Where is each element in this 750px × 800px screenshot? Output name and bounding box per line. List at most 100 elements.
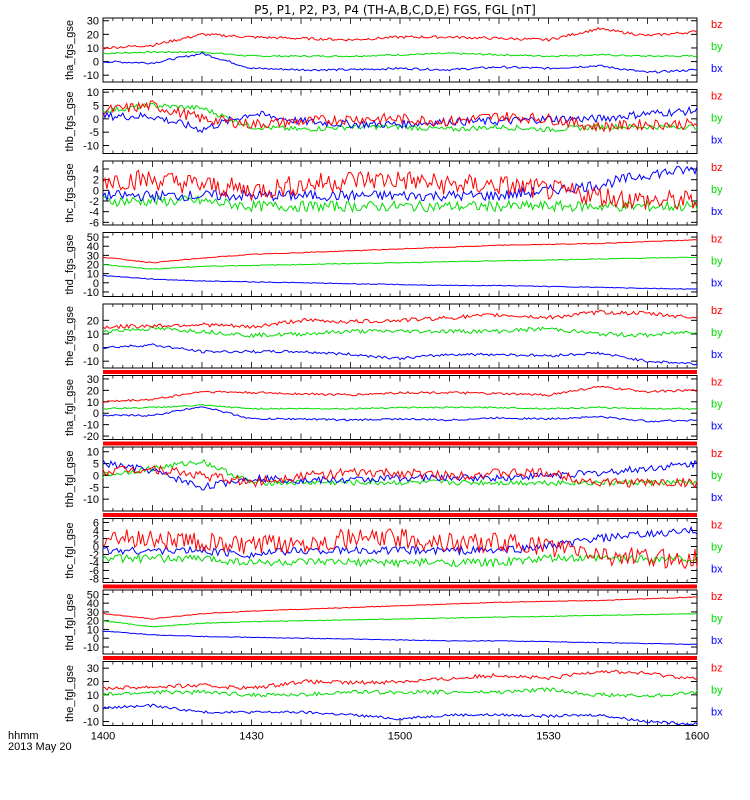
- legend-by: by: [711, 327, 723, 339]
- y-tick-label: 0: [93, 542, 99, 554]
- y-tick-label: 30: [87, 374, 99, 386]
- y-axis-label: tha_fgl_gse: [64, 379, 76, 436]
- legend-bx: bx: [711, 707, 723, 719]
- series-bx-line: [102, 525, 698, 559]
- legend-bx: bx: [711, 635, 723, 647]
- y-tick-label: -20: [83, 431, 99, 443]
- y-tick-label: 10: [87, 269, 99, 281]
- x-tick-label: 1430: [239, 731, 263, 743]
- legend-bz: bz: [711, 91, 723, 103]
- legend-bz: bz: [711, 162, 723, 174]
- y-tick-label: 5: [93, 459, 99, 471]
- flag-bar: [103, 584, 697, 589]
- legend-bz: bz: [711, 663, 723, 675]
- y-tick-label: -10: [83, 494, 99, 506]
- y-tick-label: -5: [89, 127, 99, 139]
- y-tick-label: -10: [83, 287, 99, 299]
- y-tick-label: 10: [87, 87, 99, 99]
- legend-by: by: [711, 613, 723, 625]
- x-tick-label: 1530: [536, 731, 560, 743]
- y-tick-label: 0: [93, 185, 99, 197]
- y-tick-label: -4: [89, 207, 99, 219]
- y-tick-label: 50: [87, 589, 99, 601]
- panel-thc_fgs_gse: 420-2-4-6 thc_fgs_gse bz by bx: [64, 160, 723, 229]
- series-bz-line: [102, 309, 698, 330]
- y-tick-label: 20: [87, 29, 99, 41]
- y-tick-label: 0: [93, 633, 99, 645]
- y-axis-label: thd_fgs_gse: [64, 235, 76, 295]
- y-tick-label: 10: [87, 624, 99, 636]
- legend-bx: bx: [711, 135, 723, 147]
- y-axis-label: tha_fgs_gse: [64, 20, 76, 80]
- plot-title: P5, P1, P2, P3, P4 (TH-A,B,C,D,E) FGS, F…: [254, 3, 536, 17]
- panel-the_fgs_gse: 20 10 0-10 the_fgs_gse bz by bx: [64, 303, 723, 374]
- y-axis-label: thc_fgs_gse: [64, 163, 76, 222]
- y-tick-label: 10: [87, 447, 99, 459]
- series-by-line: [102, 256, 698, 270]
- y-tick-label: 4: [93, 526, 99, 538]
- x-tick-label: 1600: [685, 731, 709, 743]
- y-tick-label: 0: [93, 57, 99, 69]
- legend-by: by: [711, 399, 723, 411]
- legend-by: by: [711, 685, 723, 697]
- y-tick-label: 10: [87, 329, 99, 341]
- y-axis-label: thc_fgl_gse: [64, 522, 76, 578]
- flag-bar: [103, 513, 697, 517]
- y-tick-label: 2: [93, 534, 99, 546]
- y-axis-label: thb_fgs_gse: [64, 92, 76, 152]
- y-tick-label: -2: [89, 196, 99, 208]
- y-tick-label: -2: [89, 550, 99, 562]
- series-by-line: [102, 50, 698, 58]
- legend-by: by: [711, 470, 723, 482]
- y-tick-label: -8: [89, 574, 99, 586]
- legend-by: by: [711, 256, 723, 268]
- legend-bx: bx: [711, 492, 723, 504]
- y-tick-label: 2: [93, 175, 99, 187]
- y-tick-label: 40: [87, 241, 99, 253]
- y-tick-label: 20: [87, 616, 99, 628]
- y-axis-label: thb_fgl_gse: [64, 451, 76, 508]
- panel-thb_fgs_gse: 10 50-5 -10 thb_fgs_gse bz by bx: [64, 87, 723, 154]
- y-tick-label: -5: [89, 482, 99, 494]
- panel-frame: [102, 518, 698, 583]
- series-by-line: [102, 553, 698, 569]
- y-tick-label: 40: [87, 598, 99, 610]
- y-tick-label: -10: [83, 642, 99, 654]
- flag-bar: [103, 370, 697, 374]
- panel-frame: [102, 89, 698, 154]
- y-tick-label: -10: [83, 141, 99, 153]
- panel-frame: [102, 17, 698, 83]
- x-tick-label: 1400: [91, 731, 115, 743]
- y-tick-label: -6: [89, 566, 99, 578]
- series-bx-line: [102, 703, 698, 726]
- series-bx-line: [102, 406, 698, 423]
- series-bz-line: [102, 26, 698, 50]
- series-bz-line: [102, 528, 698, 570]
- y-tick-label: 30: [87, 663, 99, 675]
- y-axis-label: the_fgl_gse: [64, 665, 76, 722]
- y-tick-label: 20: [87, 315, 99, 327]
- legend-bz: bz: [711, 234, 723, 246]
- y-tick-label: -6: [89, 217, 99, 229]
- legend-by: by: [711, 184, 723, 196]
- y-tick-label: 10: [87, 690, 99, 702]
- y-tick-label: 20: [87, 677, 99, 689]
- series-bx-line: [102, 51, 698, 74]
- legend-bx: bx: [711, 564, 723, 576]
- legend-by: by: [711, 542, 723, 554]
- y-tick-label: 20: [87, 385, 99, 397]
- x-tick-label: 1500: [388, 731, 412, 743]
- y-tick-label: -10: [83, 70, 99, 82]
- y-tick-label: 0: [93, 470, 99, 482]
- x-axis-label-line2: 2013 May 20: [8, 741, 72, 753]
- series-by-line: [102, 326, 698, 339]
- y-tick-label: -10: [83, 356, 99, 368]
- y-tick-label: 0: [93, 278, 99, 290]
- series-bx-line: [102, 274, 698, 290]
- legend-by: by: [711, 113, 723, 125]
